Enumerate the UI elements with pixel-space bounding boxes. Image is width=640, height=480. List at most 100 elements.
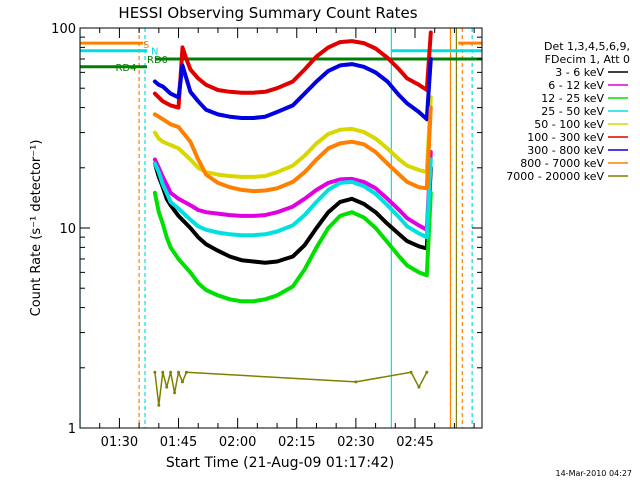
series-point-7-17	[314, 158, 318, 162]
series-point-2-10	[228, 297, 232, 301]
series-point-2-18	[326, 226, 330, 230]
series-point-7-6	[188, 140, 192, 144]
series-point-2-19	[338, 214, 342, 218]
series-point-4-19	[338, 128, 342, 132]
series-point-5-15	[263, 90, 267, 94]
series-point-5-12	[228, 90, 232, 94]
series-point-7-19	[338, 141, 342, 145]
series-point-1-19	[338, 177, 342, 181]
series-point-0-14	[275, 259, 279, 263]
series-point-7-27	[425, 186, 429, 190]
series-point-7-2	[161, 117, 165, 121]
axes: 1 10 100 01:30 01:45 02:00 02:15 02:30 02:45	[51, 22, 483, 450]
series-point-4-5	[177, 146, 181, 150]
series-point-1-14	[275, 210, 279, 214]
series-point-3-27	[425, 235, 429, 239]
series-point-5-13	[240, 91, 244, 95]
legend-label-2: 12 - 25 keV	[541, 92, 604, 105]
series-point-3-23	[385, 203, 389, 207]
series-point-5-30	[429, 30, 433, 34]
series-point-2-22	[374, 226, 378, 230]
series-point-2-16	[303, 268, 307, 272]
series-point-6-29	[425, 117, 429, 121]
series-point-7-7	[196, 158, 200, 162]
series-point-1-10	[228, 213, 232, 217]
series-point-7-11	[240, 188, 244, 192]
series-point-7-13	[263, 188, 267, 192]
series-point-5-26	[397, 68, 401, 72]
series-point-1-5	[177, 197, 181, 201]
series-point-1-20	[350, 177, 354, 181]
x-tick-label: 02:00	[219, 435, 256, 450]
legend-label-6: 300 - 800 keV	[527, 144, 604, 157]
series-point-8-10	[409, 370, 413, 374]
y-tick-label: 10	[59, 222, 76, 237]
series-point-7-9	[216, 181, 220, 185]
series-point-3-4	[169, 200, 173, 204]
series-point-1-0	[153, 158, 157, 162]
series-point-4-21	[362, 130, 366, 134]
series-point-0-23	[385, 222, 389, 226]
series-point-8-8	[184, 370, 188, 374]
series-point-7-1	[157, 115, 161, 119]
series-point-6-7	[184, 76, 188, 80]
series-point-0-6	[188, 226, 192, 230]
series-point-5-9	[196, 76, 200, 80]
series-point-3-18	[326, 188, 330, 192]
series-point-5-3	[165, 101, 169, 105]
series-point-8-9	[354, 380, 358, 384]
series-point-2-3	[165, 235, 169, 239]
series-point-5-6	[180, 45, 184, 49]
series-point-3-1	[157, 170, 161, 174]
series-point-2-13	[263, 297, 267, 301]
series-point-5-17	[291, 80, 295, 84]
x-tick-label: 01:45	[160, 435, 197, 450]
chart-title: HESSI Observing Summary Count Rates	[118, 4, 417, 22]
series-point-4-20	[350, 127, 354, 131]
series-point-5-24	[374, 46, 378, 50]
series-point-4-4	[169, 143, 173, 147]
series-point-7-4	[169, 122, 173, 126]
y-tick-label: 100	[51, 22, 76, 37]
series-point-6-27	[405, 101, 409, 105]
legend-label-0: 3 - 6 keV	[555, 66, 604, 79]
series-point-7-26	[417, 185, 421, 189]
series-point-6-30	[429, 57, 433, 61]
series-point-7-3	[165, 120, 169, 124]
series-point-6-13	[240, 116, 244, 120]
series-point-4-23	[385, 146, 389, 150]
series-point-4-14	[275, 170, 279, 174]
series-point-5-25	[385, 56, 389, 60]
series-point-3-14	[275, 230, 279, 234]
series-point-1-12	[251, 214, 255, 218]
series-point-6-11	[216, 112, 220, 116]
series-point-0-26	[417, 244, 421, 248]
series-point-5-21	[338, 40, 342, 44]
series-point-4-3	[165, 141, 169, 145]
series-point-2-11	[240, 299, 244, 303]
series-point-6-15	[263, 115, 267, 119]
series-point-4-10	[228, 174, 232, 178]
series-point-1-24	[397, 208, 401, 212]
series-point-1-23	[385, 197, 389, 201]
series-point-3-26	[417, 231, 421, 235]
series-point-6-17	[291, 103, 295, 107]
series-point-4-7	[196, 166, 200, 170]
series-point-6-21	[338, 63, 342, 67]
series-point-0-24	[397, 232, 401, 236]
series-point-8-7	[180, 380, 184, 384]
series-point-0-19	[338, 200, 342, 204]
series-point-6-0	[153, 80, 157, 84]
series-point-3-5	[177, 207, 181, 211]
series-point-1-15	[291, 205, 295, 209]
series-point-4-17	[314, 141, 318, 145]
series-point-4-1	[157, 137, 161, 141]
series-point-6-1	[157, 83, 161, 87]
series-point-6-14	[251, 116, 255, 120]
series-point-1-25	[405, 216, 409, 220]
series-point-4-22	[374, 137, 378, 141]
series-point-1-6	[188, 203, 192, 207]
series-point-0-7	[196, 235, 200, 239]
series-point-4-0	[153, 131, 157, 135]
series-point-1-13	[263, 213, 267, 217]
